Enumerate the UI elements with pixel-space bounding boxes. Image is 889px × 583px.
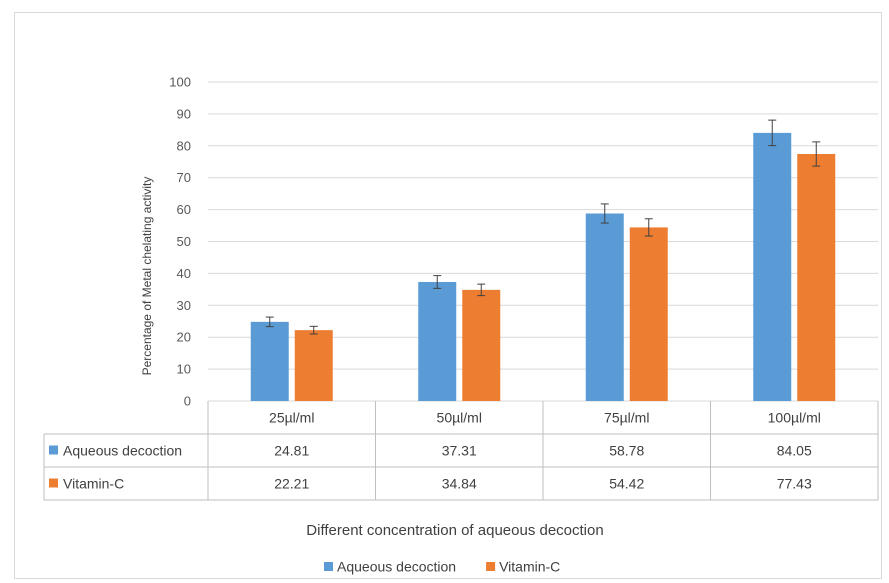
y-tick-label: 60 <box>177 202 191 217</box>
bar <box>418 281 457 401</box>
y-tick-label: 50 <box>177 234 191 249</box>
legend-swatch <box>486 562 496 571</box>
x-tick-label: 25µl/ml <box>269 410 314 426</box>
y-tick-label: 80 <box>177 138 191 153</box>
legend-label: Aqueous decoction <box>337 559 456 575</box>
y-axis-ticks: 0 10 20 30 40 50 60 70 80 90 100 <box>169 75 191 409</box>
y-tick-label: 0 <box>184 394 191 409</box>
legend: Aqueous decoction Vitamin-C <box>324 559 560 575</box>
table-cell: 24.81 <box>274 443 309 459</box>
x-tick-label: 75µl/ml <box>604 410 649 426</box>
table-cell: 54.42 <box>609 476 644 492</box>
y-tick-label: 30 <box>177 298 191 313</box>
table-cell: 58.78 <box>609 443 644 459</box>
y-tick-label: 10 <box>177 362 191 377</box>
table-cell: 37.31 <box>442 443 477 459</box>
legend-label: Vitamin-C <box>499 559 560 575</box>
y-tick-label: 100 <box>169 75 191 90</box>
x-axis-title: Different concentration of aqueous decoc… <box>306 522 603 539</box>
bars <box>250 119 836 401</box>
table-legend-key <box>49 445 58 455</box>
bar <box>585 213 624 401</box>
y-tick-label: 40 <box>177 266 191 281</box>
y-axis-title: Percentage of Metal chelating activity <box>140 177 154 376</box>
table-legend-key <box>49 478 58 488</box>
bar <box>462 289 501 401</box>
table-cell: 84.05 <box>777 443 812 459</box>
table-row-label: Vitamin-C <box>63 476 124 492</box>
data-table: 25µl/ml 50µl/ml 75µl/ml 100µl/ml Aqueous dec… <box>43 401 879 501</box>
bar <box>629 227 668 401</box>
legend-swatch <box>324 562 333 571</box>
bar <box>797 153 836 401</box>
table-row-label: Aqueous decoction <box>63 443 182 459</box>
table-cell: 34.84 <box>442 476 477 492</box>
y-tick-label: 90 <box>177 106 191 121</box>
bar <box>753 132 792 401</box>
y-tick-label: 20 <box>177 330 191 345</box>
x-tick-label: 100µl/ml <box>768 410 821 426</box>
table-cell: 22.21 <box>274 476 309 492</box>
bar <box>294 330 333 401</box>
y-tick-label: 70 <box>177 170 191 185</box>
x-tick-label: 50µl/ml <box>437 410 482 426</box>
table-cell: 77.43 <box>777 476 812 492</box>
bar <box>250 321 289 401</box>
